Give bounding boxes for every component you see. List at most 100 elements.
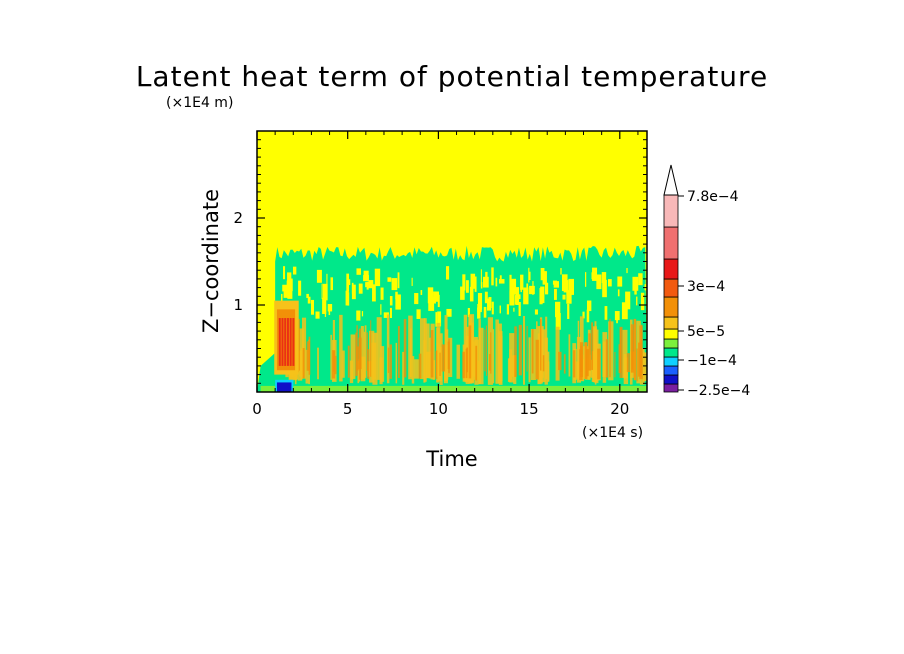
heating-streak	[297, 350, 303, 381]
heating-streak	[640, 324, 643, 374]
field-gap	[324, 306, 327, 317]
field-gap	[560, 268, 562, 275]
surface-cooling	[276, 382, 292, 392]
heating-streak	[448, 337, 453, 378]
field-gap	[387, 277, 392, 282]
heating-streak	[410, 328, 412, 378]
heating-streak	[492, 329, 495, 384]
field-gap	[540, 268, 545, 281]
field-gap	[523, 287, 529, 305]
heating-streak	[633, 318, 637, 381]
colorbar-swatch	[663, 365, 679, 376]
heating-streak	[531, 328, 534, 374]
field-gap	[566, 290, 572, 304]
field-gap	[604, 306, 608, 320]
x-tick-label: 0	[252, 400, 262, 418]
colorbar-swatch	[663, 278, 679, 298]
field-gap	[626, 268, 628, 274]
field-gap	[529, 285, 535, 295]
colorbar-swatch	[663, 356, 679, 367]
heating-streak	[366, 332, 368, 371]
field-gap	[621, 302, 628, 320]
field-gap	[491, 267, 494, 286]
heating-streak	[402, 351, 405, 385]
heating-streak	[558, 351, 562, 371]
field-gap	[433, 291, 439, 302]
field-gap	[287, 286, 293, 299]
field-gap	[520, 274, 524, 290]
heating-streak	[485, 325, 487, 376]
field-gap	[420, 290, 423, 295]
heating-streak	[444, 315, 448, 382]
field-gap	[414, 293, 419, 305]
x-axis: 0 5 10 15 20	[252, 131, 639, 418]
field-gap	[499, 275, 502, 281]
heating-streak	[363, 331, 366, 380]
field-gap	[310, 299, 315, 315]
field-gap	[411, 277, 413, 286]
field-gap	[389, 307, 392, 319]
field-gap	[345, 290, 349, 306]
field-gap	[348, 279, 351, 286]
heating-streak	[623, 353, 627, 379]
field-gap	[474, 276, 477, 292]
field-gap	[292, 266, 297, 275]
field-gap	[283, 287, 289, 298]
field-gap	[316, 269, 322, 283]
field-gap	[287, 272, 292, 291]
colorbar-swatch	[663, 194, 679, 228]
field-gap	[591, 272, 597, 280]
field-gap	[326, 273, 328, 291]
heating-streak	[462, 344, 468, 382]
heating-streak	[614, 351, 616, 378]
field-gap	[634, 280, 637, 295]
heating-streak	[367, 361, 372, 377]
heating-streak	[602, 341, 607, 383]
heating-streak	[389, 344, 392, 379]
heating-streak	[518, 324, 522, 376]
field-gap	[562, 294, 566, 300]
field-gap	[608, 279, 612, 287]
heating-cell	[286, 318, 289, 366]
heating-cell	[289, 318, 292, 366]
field-gap	[368, 280, 374, 289]
heating-streak	[563, 354, 566, 374]
field-gap	[446, 308, 452, 317]
heating-streak	[608, 321, 614, 381]
heating-streak	[358, 337, 362, 369]
field-gap	[528, 267, 530, 283]
field-gap	[614, 311, 620, 321]
heating-streak	[387, 347, 390, 374]
heating-streak	[526, 325, 528, 372]
field-gap	[281, 293, 283, 302]
x-tick-label: 5	[343, 400, 353, 418]
heating-streak	[339, 314, 343, 382]
field-gap	[638, 273, 643, 286]
heating-streak	[330, 334, 332, 380]
field-gap	[516, 294, 521, 300]
y-unit-label: (×1E4 m)	[166, 95, 233, 111]
field-gap	[499, 305, 501, 314]
field-gap	[552, 280, 557, 285]
field-gap	[327, 304, 333, 312]
heating-streak	[447, 341, 450, 370]
heating-streak	[584, 342, 588, 379]
field-gap	[380, 304, 382, 315]
heating-streak	[555, 326, 560, 381]
heating-streak	[478, 327, 484, 385]
heating-streak	[355, 332, 357, 376]
field-gap	[586, 309, 590, 323]
heating-streak	[302, 348, 305, 379]
heating-streak	[306, 341, 310, 371]
colorbar-swatch	[663, 258, 679, 280]
heating-streak	[622, 329, 628, 378]
heating-streak	[579, 342, 584, 378]
field-gap	[427, 287, 434, 304]
y-axis-title: Z−coordinate	[199, 189, 223, 333]
heating-streak	[462, 351, 465, 379]
field-gap	[467, 307, 470, 318]
heating-streak	[426, 351, 431, 379]
heating-streak	[341, 350, 345, 378]
field-gap	[321, 283, 323, 300]
field-gap	[477, 307, 481, 319]
